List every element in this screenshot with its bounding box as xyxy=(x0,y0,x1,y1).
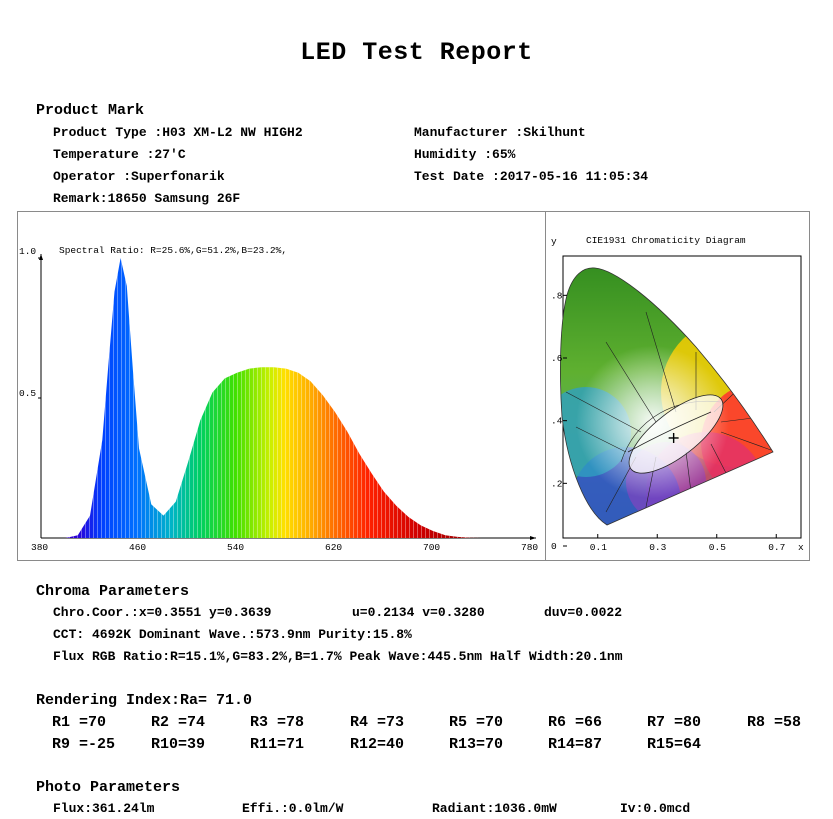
cie-y-tick-label: 0 xyxy=(551,541,557,552)
white-region-ellipse xyxy=(628,394,724,474)
rendering-r13: R13=70 xyxy=(449,736,504,753)
x-tick-label: 700 xyxy=(423,542,440,553)
manufacturer: Manufacturer :Skilhunt xyxy=(414,125,586,140)
remark: Remark:18650 Samsung 26F xyxy=(53,191,241,206)
chroma-cct-line: CCT: 4692K Dominant Wave.:573.9nm Purity… xyxy=(53,627,412,642)
rendering-r2: R2 =74 xyxy=(151,714,206,731)
product-type: Product Type :H03 XM-L2 NW HIGH2 xyxy=(53,125,303,140)
rendering-r3: R3 =78 xyxy=(250,714,305,731)
x-tick-label: 540 xyxy=(227,542,244,553)
photo-flux: Flux:361.24lm xyxy=(53,801,155,816)
cie-y-tick-label: .4 xyxy=(551,416,563,427)
cie-y-tick-label: .6 xyxy=(551,353,563,364)
photo-radiant: Radiant:1036.0mW xyxy=(432,801,557,816)
cie-y-tick-label: .2 xyxy=(551,478,563,489)
cie-y-axis-label: y xyxy=(551,236,557,247)
chroma-coordinates: Chro.Coor.:x=0.3551 y=0.3639 xyxy=(53,605,272,620)
chroma-uv: u=0.2134 v=0.3280 xyxy=(352,605,485,620)
rendering-r14: R14=87 xyxy=(548,736,603,753)
rendering-r5: R5 =70 xyxy=(449,714,504,731)
test-date: Test Date :2017-05-16 11:05:34 xyxy=(414,169,649,184)
rendering-r8: R8 =58 xyxy=(747,714,802,731)
rendering-r12: R12=40 xyxy=(350,736,405,753)
planckian-locus xyxy=(627,411,712,453)
photo-iv: Iv:0.0mcd xyxy=(620,801,691,816)
x-axis-arrow xyxy=(530,536,536,540)
y-axis-arrow xyxy=(39,254,43,260)
cie-title: CIE1931 Chromaticity Diagram xyxy=(586,235,746,246)
humidity: Humidity :65% xyxy=(414,147,516,162)
x-tick-label: 460 xyxy=(129,542,146,553)
rendering-index-heading: Rendering Index:Ra= 71.0 xyxy=(36,692,253,709)
chroma-heading: Chroma Parameters xyxy=(36,583,190,600)
y-tick-label: 0.5 xyxy=(19,388,36,399)
x-tick-label: 780 xyxy=(521,542,538,553)
rendering-r9: R9 =-25 xyxy=(52,736,116,753)
x-tick-label: 620 xyxy=(325,542,342,553)
cie-x-tick-label: 0.5 xyxy=(709,542,726,553)
photo-heading: Photo Parameters xyxy=(36,779,181,796)
spectrum-stripes xyxy=(41,258,531,538)
cie-x-tick-label: 0.7 xyxy=(768,542,785,553)
x-tick-label: 380 xyxy=(31,542,48,553)
rendering-r11: R11=71 xyxy=(250,736,305,753)
cie-x-tick-label: 0.3 xyxy=(649,542,666,553)
product-mark-heading: Product Mark xyxy=(36,102,145,119)
rendering-r15: R15=64 xyxy=(647,736,702,753)
cie-color-field xyxy=(560,267,774,526)
spectral-ratio-text: Spectral Ratio: R=25.6%,G=51.2%,B=23.2%, xyxy=(59,245,287,256)
chroma-duv: duv=0.0022 xyxy=(544,605,623,620)
rendering-r1: R1 =70 xyxy=(52,714,107,731)
rendering-r6: R6 =66 xyxy=(548,714,603,731)
y-tick-label: 1.0 xyxy=(19,246,36,257)
rendering-r4: R4 =73 xyxy=(350,714,405,731)
cie-x-tick-label: 0.1 xyxy=(590,542,607,553)
cie-panel: .8 .6 .4 .2 0 0.1 0.3 0.5 0.7 y CIE1931 Chromati… xyxy=(545,211,810,561)
cie-diagram: .8 .6 .4 .2 0 0.1 0.3 0.5 0.7 y CIE1931 Chromati… xyxy=(551,235,804,553)
spectrum-panel: 380 460 540 620 700 780 Spectral Ratio: R=25.… xyxy=(17,211,546,561)
chromaticity-point-marker xyxy=(668,432,679,443)
chroma-flux-ratio-line: Flux RGB Ratio:R=15.1%,G=83.2%,B=1.7% Pe… xyxy=(53,649,623,664)
report-title: LED Test Report xyxy=(300,38,533,67)
rendering-r7: R7 =80 xyxy=(647,714,702,731)
temperature: Temperature :27'C xyxy=(53,147,186,162)
rendering-r10: R10=39 xyxy=(151,736,206,753)
spectrum-chart: 380 460 540 620 700 780 Spectral Ratio: R=25.… xyxy=(19,245,538,553)
cie-x-axis-label: x xyxy=(798,542,804,553)
photo-efficiency: Effi.:0.0lm/W xyxy=(242,801,344,816)
operator: Operator :Superfonarik xyxy=(53,169,225,184)
cie-y-tick-label: .8 xyxy=(551,290,563,301)
